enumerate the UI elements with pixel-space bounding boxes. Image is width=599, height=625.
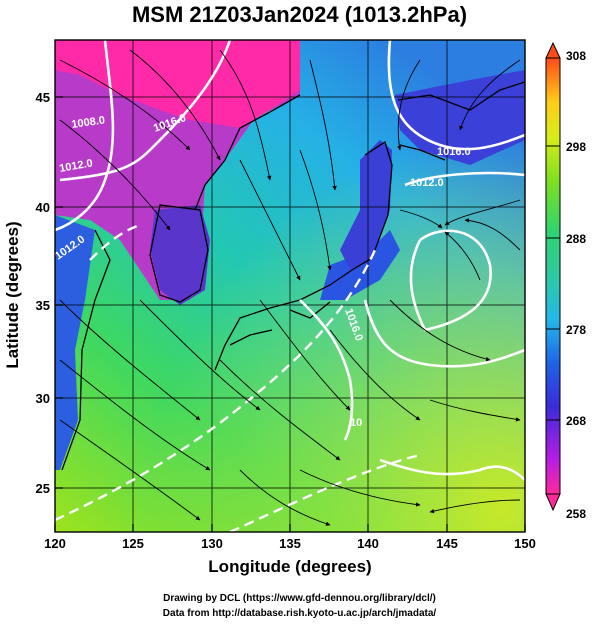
colorbar-gradient [545,57,561,495]
grid [55,40,525,532]
map-title: MSM 21Z03Jan2024 (1013.2hPa) [131,2,468,27]
isobars [55,40,525,481]
x-axis-label: Longitude (degrees) [208,557,372,576]
wind-streamlines [59,49,521,526]
y-tick-label: 30 [36,391,50,406]
credits: Drawing by DCL (https://www.gfd-dennou.o… [0,591,599,621]
colorbar: 258 268 278 288 298 308 [545,41,586,521]
contour-label: 1016.0 [437,146,471,158]
colorbar-tick-label: 278 [566,323,586,337]
colorbar-tick-label: 258 [566,507,586,521]
y-tick-label: 40 [36,200,50,215]
x-tick-label: 130 [201,536,223,551]
credit-data: Data from http://database.rish.kyoto-u.a… [162,608,437,619]
y-tick-label: 45 [36,90,50,105]
x-tick-label: 135 [279,536,301,551]
axis-ticks [54,96,526,532]
continent-coldest-region [55,40,300,128]
china-coast-region [55,215,95,470]
x-tick-label: 150 [514,536,536,551]
colorbar-tick-label: 298 [566,140,586,154]
credit-drawing: Drawing by DCL (https://www.gfd-dennou.o… [163,593,436,604]
colorbar-bottom-cap [545,493,561,512]
x-tick-labels: 120 125 130 135 140 145 150 [44,536,536,551]
y-tick-labels: 25 30 35 40 45 [36,90,50,496]
contour-label: 1012.0 [58,157,93,175]
colorbar-tick-label: 288 [566,232,586,246]
x-tick-label: 120 [44,536,66,551]
isobars-dashed [55,223,421,532]
korea-region [150,205,210,305]
coastlines [61,81,525,471]
contour-label: 1012.0 [410,177,444,189]
contour-label: 10 [350,417,362,429]
colorbar-tick-label: 308 [566,49,586,63]
contour-label: 1008.0 [71,114,106,131]
y-tick-label: 35 [36,298,50,313]
colorbar-top-cap [545,41,561,59]
plot-area: 1008.0 1016.0 1012.0 1016.0 1012.0 1012.… [55,40,525,532]
x-tick-label: 145 [436,536,458,551]
y-tick-label: 25 [36,481,50,496]
x-tick-label: 140 [357,536,379,551]
colorbar-tick-label: 268 [566,414,586,428]
x-tick-label: 125 [122,536,144,551]
